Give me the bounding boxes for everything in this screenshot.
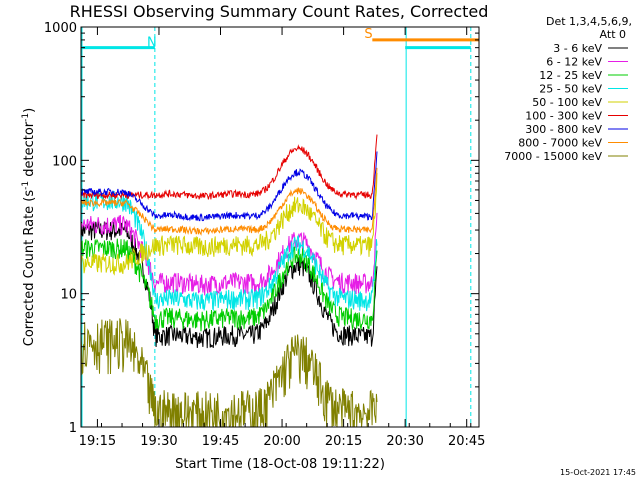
legend-header-attenuator: Att 0 [600, 28, 626, 41]
x-tick-label-1: 19:30 [140, 434, 177, 449]
y-label-sup1: -1 [21, 181, 31, 190]
series-line-7 [81, 167, 378, 236]
plot-frame [80, 26, 480, 428]
series-line-3 [81, 189, 378, 312]
x-tick-label-2: 19:45 [202, 434, 239, 449]
legend-header-detectors: Det 1,3,4,5,6,9, [546, 15, 632, 28]
legend-label-4: 50 - 100 keV [532, 96, 602, 109]
annotation-layer: NS [81, 27, 479, 51]
legend-label-2: 12 - 25 keV [539, 69, 602, 82]
timestamp: 15-Oct-2021 17:45 [560, 468, 636, 477]
y-label-sup2: -1 [21, 113, 31, 122]
x-tick-label-4: 20:15 [325, 434, 362, 449]
x-tick-label-5: 20:30 [386, 434, 423, 449]
y-tick-label-0: 1 [69, 421, 77, 436]
legend-label-6: 300 - 800 keV [525, 123, 602, 136]
x-tick-label-3: 20:00 [263, 434, 300, 449]
y-label-end: ) [22, 108, 37, 113]
x-tick-label-0: 19:15 [79, 434, 116, 449]
legend-label-3: 25 - 50 keV [539, 83, 602, 96]
series-layer [81, 134, 378, 427]
x-tick-label-6: 20:45 [448, 434, 485, 449]
y-axis-label: Corrected Count Rate (s-1 detector-1) [21, 108, 37, 346]
annotation-label-1: S [364, 27, 372, 42]
series-line-8 [81, 318, 378, 427]
series-line-5 [81, 134, 378, 201]
series-line-6 [81, 151, 378, 222]
legend-label-1: 6 - 12 keV [546, 56, 602, 69]
series-line-2 [81, 238, 378, 332]
y-tick-label-2: 100 [52, 154, 77, 169]
legend-label-8: 7000 - 15000 keV [504, 150, 602, 163]
series-line-4 [81, 172, 378, 276]
y-label-main: Corrected Count Rate (s [22, 190, 37, 347]
chart-title: RHESSI Observing Summary Count Rates, Co… [70, 2, 489, 21]
y-tick-label-3: 1000 [44, 21, 77, 36]
annotation-label-0: N [147, 36, 157, 51]
axes: 19:15 19:30 19:45 20:00 20:15 20:30 20:45 1 10 10… [44, 21, 486, 449]
y-tick-label-1: 10 [60, 288, 77, 303]
legend-label-5: 100 - 300 keV [525, 110, 602, 123]
legend-label-0: 3 - 6 keV [553, 42, 602, 55]
y-label-mid: detector [22, 121, 37, 181]
x-axis-label: Start Time (18-Oct-08 19:11:22) [175, 457, 385, 472]
legend-label-7: 800 - 7000 keV [518, 137, 602, 150]
